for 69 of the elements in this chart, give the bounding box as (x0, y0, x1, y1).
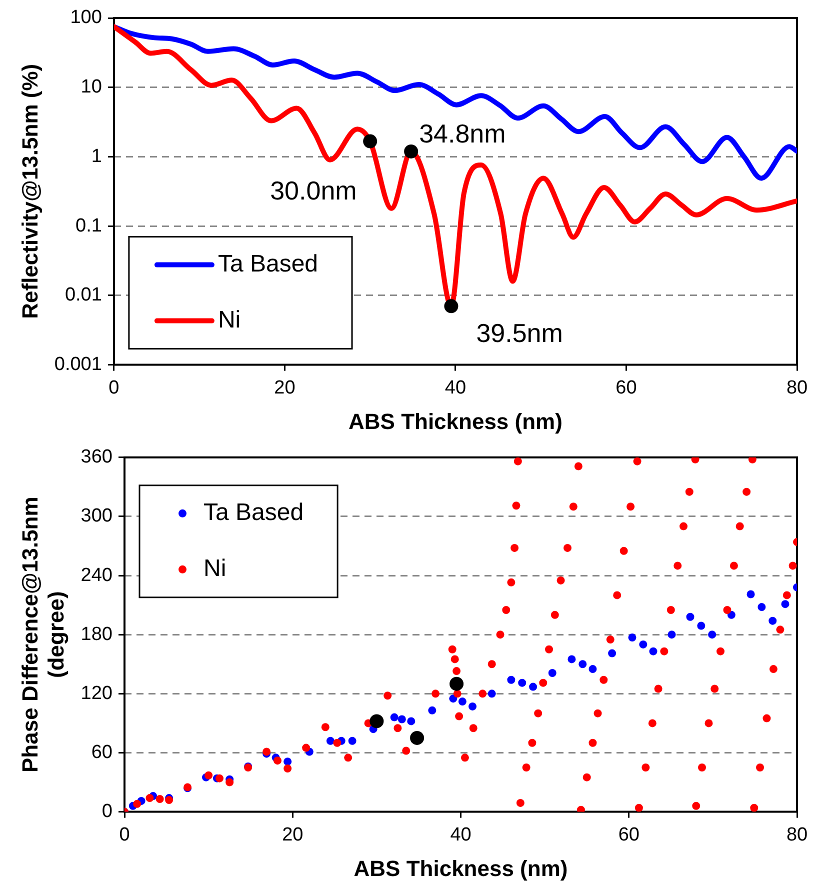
y-tick-label: 1 (91, 146, 102, 167)
x-tick-label: 20 (282, 824, 304, 846)
point (398, 715, 406, 724)
x-axis-title: ABS Thickness (nm) (354, 856, 568, 881)
point (548, 668, 556, 677)
point (370, 714, 384, 728)
point (449, 694, 458, 703)
point (529, 682, 538, 691)
point (608, 649, 616, 658)
point (363, 134, 378, 148)
point (768, 616, 777, 625)
x-tick-label: 40 (450, 824, 472, 846)
y-tick-label: 0.1 (76, 215, 102, 236)
point (458, 698, 466, 706)
point (697, 622, 706, 630)
point (468, 702, 477, 710)
point (649, 647, 658, 656)
y-tick-label: 120 (80, 682, 112, 704)
y-tick-label: 0 (102, 801, 112, 822)
point (578, 660, 587, 668)
point (488, 690, 496, 698)
x-tick-label: 80 (786, 824, 808, 846)
x-tick-label: 60 (616, 377, 637, 398)
y-tick-label: 360 (80, 446, 112, 468)
annotation: 34.8nm (419, 118, 506, 148)
point (410, 730, 424, 745)
y-axis-title: Phase Difference@13.5nm (degree) (17, 496, 69, 772)
y-tick-label: 0.001 (54, 354, 102, 376)
y-tick-label: 60 (91, 742, 112, 763)
point (326, 736, 334, 745)
y-tick-label: 300 (80, 506, 112, 527)
point (407, 717, 416, 726)
point (758, 603, 766, 612)
point (668, 630, 676, 639)
point (708, 630, 716, 639)
point (450, 676, 464, 691)
point (639, 640, 648, 648)
point (444, 299, 458, 314)
point (781, 600, 790, 608)
point (746, 590, 755, 598)
x-tick-label: 40 (444, 377, 466, 398)
x-tick-label: 60 (618, 824, 640, 846)
point (404, 144, 418, 158)
point (507, 676, 516, 684)
point (428, 706, 436, 714)
point (628, 634, 636, 642)
legend-label: Ni (218, 306, 241, 334)
x-tick-label: 0 (119, 824, 130, 846)
point (568, 655, 576, 664)
y-axis-title: Reflectivity@13.5nm (%) (17, 64, 42, 319)
annotation: 30.0nm (270, 175, 357, 206)
y-tick-label: 180 (80, 624, 112, 645)
x-tick-label: 80 (786, 377, 808, 398)
point (518, 678, 526, 687)
x-axis-title: ABS Thickness (nm) (348, 408, 562, 434)
x-tick-label: 20 (274, 377, 296, 398)
legend-label: Ta Based (218, 250, 318, 278)
point (348, 736, 356, 745)
point (686, 612, 694, 621)
point (588, 665, 597, 674)
y-tick-label: 240 (80, 564, 112, 586)
y-tick-label: 10 (80, 76, 102, 98)
y-tick-label: 100 (70, 7, 102, 28)
legend-label: Ni (204, 555, 226, 582)
y-tick-label: 0.01 (64, 284, 102, 306)
point (390, 713, 398, 722)
legend-label: Ta Based (204, 499, 304, 526)
point (284, 758, 292, 766)
annotation: 39.5nm (476, 318, 563, 348)
